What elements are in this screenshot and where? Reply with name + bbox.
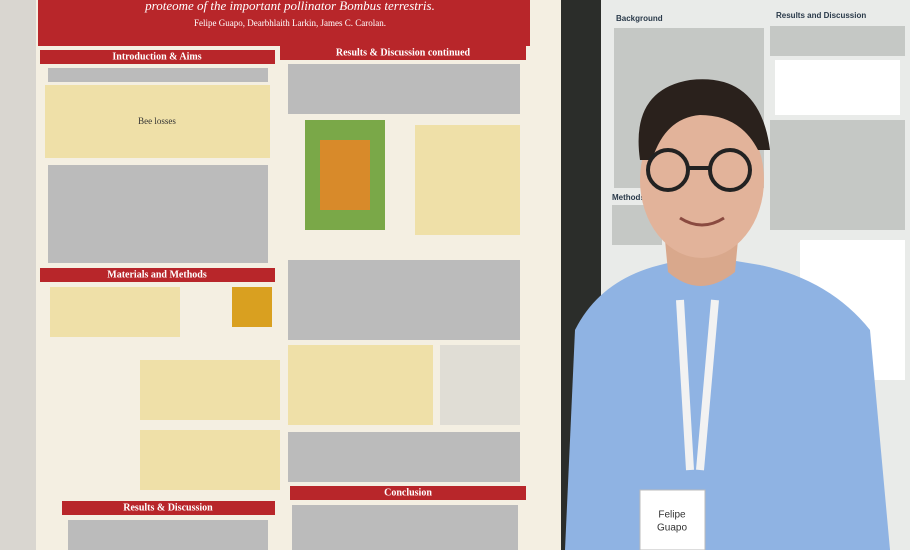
section-heading: Results & Discussion: [123, 502, 213, 513]
diagram-box: [45, 85, 270, 158]
section-bar: [62, 501, 275, 515]
section-bar: [40, 268, 275, 282]
badge-last-name: Guapo: [657, 523, 687, 534]
section-bar: [280, 46, 526, 60]
section-heading: Materials and Methods: [107, 269, 207, 280]
wall: [0, 0, 36, 550]
poster-title: proteome of the important pollinator Bom…: [144, 0, 435, 13]
name-badge: [639, 489, 706, 551]
section-heading: Methods: [612, 193, 645, 202]
section-heading: Results & Discussion continued: [336, 47, 471, 58]
diagram-label: Bee losses: [138, 116, 176, 126]
section-heading: Introduction & Aims: [112, 51, 201, 62]
person: [565, 79, 890, 550]
section-heading: Background: [616, 14, 663, 23]
section-heading: Conclusion: [384, 487, 432, 498]
section-heading: Results and Discussion: [776, 11, 866, 20]
poster-authors: Felipe Guapo, Dearbhlaith Larkin, James …: [194, 18, 386, 28]
section-bar: [290, 486, 526, 500]
figures: [50, 120, 520, 490]
body-text: [48, 64, 520, 550]
badge-first-name: Felipe: [658, 510, 686, 521]
poster-header: [38, 0, 530, 46]
section-bar: [40, 50, 275, 64]
